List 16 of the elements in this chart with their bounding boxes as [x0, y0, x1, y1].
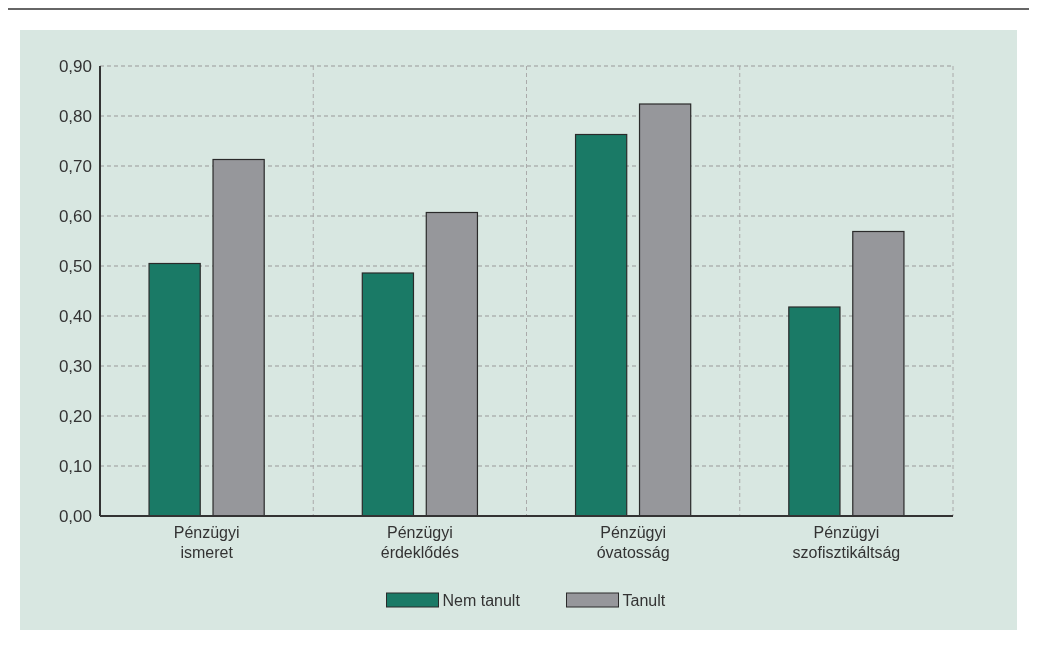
y-tick-label: 0,80	[58, 106, 92, 126]
y-tick-label: 0,60	[58, 206, 92, 226]
legend-label: Tanult	[622, 591, 666, 609]
y-tick-label: 0,10	[58, 456, 92, 476]
y-tick-label: 0,90	[58, 56, 92, 76]
legend-label: Nem tanult	[442, 591, 521, 609]
y-tick-label: 0,20	[58, 406, 92, 426]
x-tick-label: Pénzügyi óvatosság	[596, 524, 670, 561]
y-tick-label: 0,30	[58, 356, 92, 376]
y-tick-label: 0,40	[58, 306, 92, 326]
x-tick-label: Pénzügyi szofisztikáltság	[792, 524, 901, 561]
y-tick-label: 0,70	[58, 156, 92, 176]
x-tick-label: Pénzügyi érdeklődés	[380, 524, 460, 561]
y-tick-label: 0,00	[58, 506, 92, 526]
y-tick-label: 0,50	[58, 256, 92, 276]
x-tick-label: Pénzügyi ismeret	[173, 524, 240, 561]
